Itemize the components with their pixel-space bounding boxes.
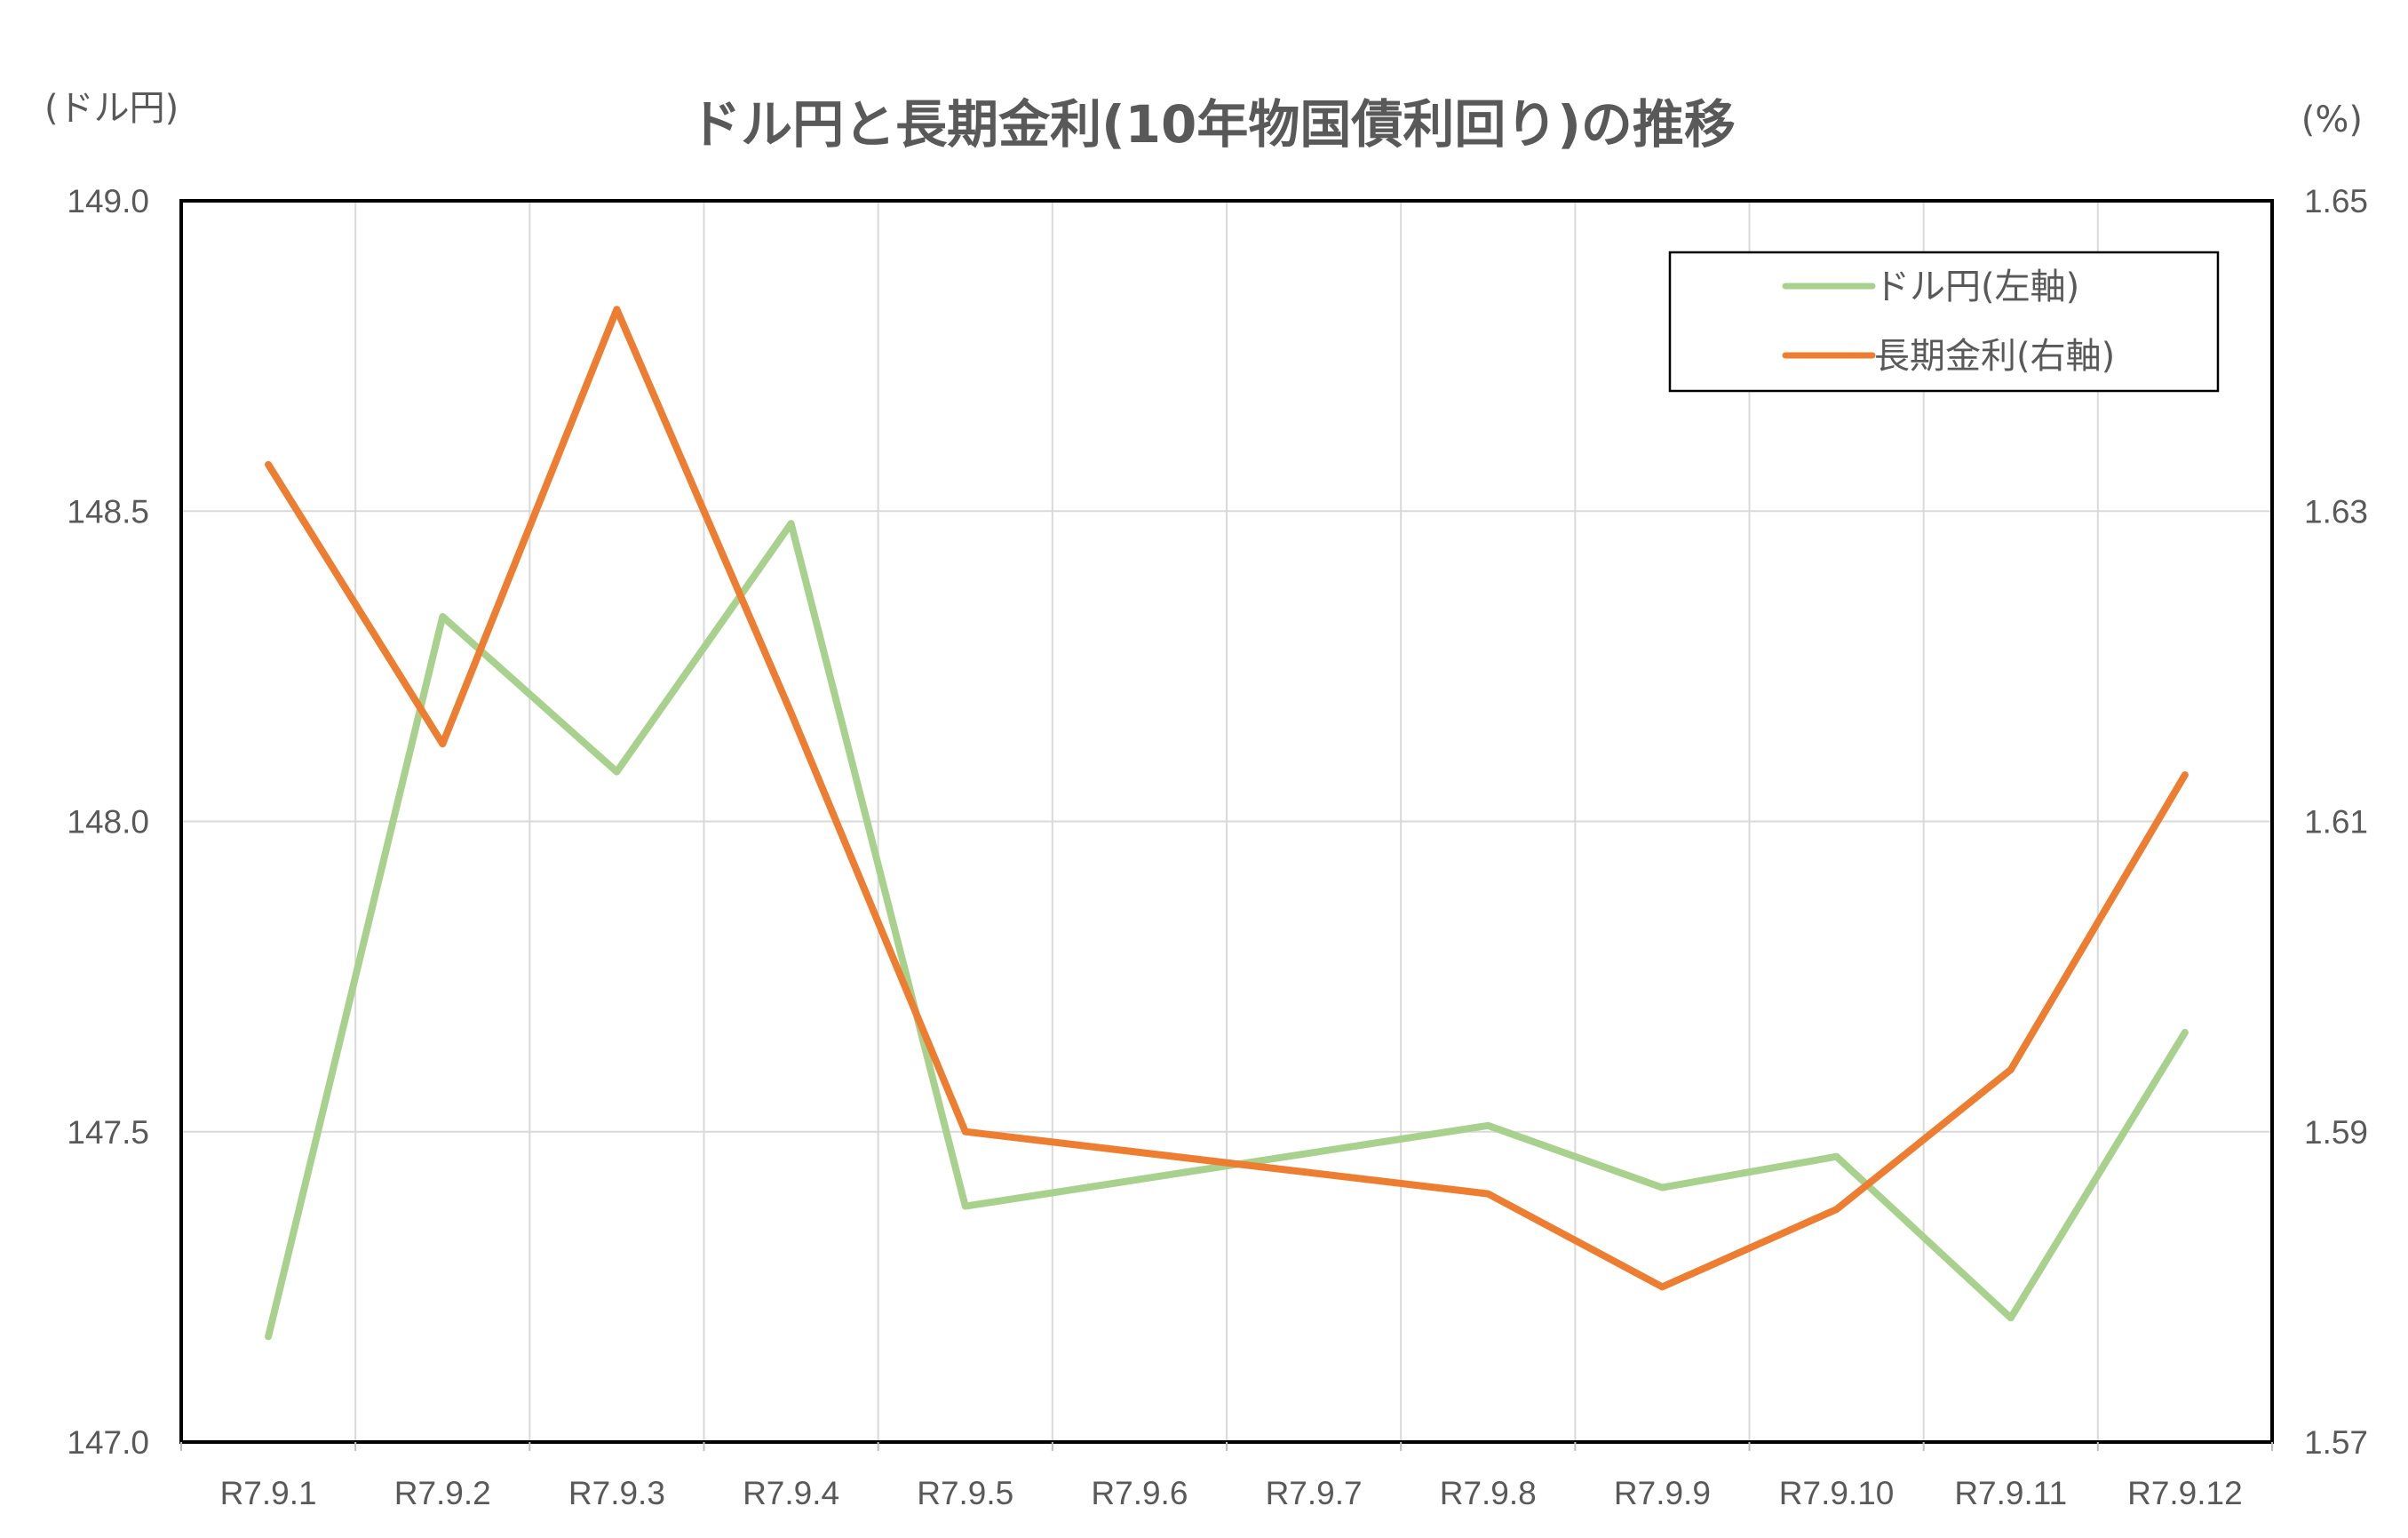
x-tick-label: R7.9.1 [220, 1475, 317, 1511]
x-tick-label: R7.9.2 [394, 1475, 491, 1511]
right-axis-ticks: 1.57 1.59 1.61 1.63 1.65 [2304, 183, 2368, 1461]
x-tick-label: R7.9.7 [1266, 1475, 1363, 1511]
x-tick-label: R7.9.3 [568, 1475, 665, 1511]
left-tick-label: 148.5 [67, 493, 149, 530]
right-tick-label: 1.63 [2304, 493, 2368, 530]
right-tick-label: 1.59 [2304, 1114, 2368, 1151]
legend-label-dollar-yen: ドル円(左軸) [1874, 267, 2079, 307]
x-tick-label: R7.9.4 [743, 1475, 839, 1511]
right-tick-label: 1.65 [2304, 183, 2368, 219]
left-axis-ticks: 147.0 147.5 148.0 148.5 149.0 [67, 183, 149, 1461]
x-tick-label: R7.9.5 [917, 1475, 1013, 1511]
x-tick-label: R7.9.8 [1440, 1475, 1537, 1511]
series-lines [265, 306, 2189, 1341]
left-tick-label: 147.0 [67, 1424, 149, 1461]
series-line-long-term-rate [265, 306, 2189, 1291]
chart-title: ドル円と長期金利(10年物国債利回り)の推移 [689, 94, 1736, 155]
right-axis-unit: (%) [2301, 100, 2363, 140]
right-tick-label: 1.57 [2304, 1424, 2368, 1461]
right-tick-label: 1.61 [2304, 804, 2368, 841]
x-axis-ticks: R7.9.1 R7.9.2 R7.9.3 R7.9.4 R7.9.5 R7.9.6 R7.9… [180, 1442, 2273, 1511]
x-tick-label: R7.9.6 [1091, 1475, 1188, 1511]
x-tick-label: R7.9.11 [1954, 1475, 2067, 1511]
left-tick-label: 147.5 [67, 1114, 149, 1151]
left-axis-unit: (ドル円) [44, 88, 179, 129]
x-tick-label: R7.9.9 [1614, 1475, 1711, 1511]
x-tick-label: R7.9.12 [2127, 1475, 2243, 1511]
legend-label-long-term-rate: 長期金利(右軸) [1874, 336, 2115, 377]
left-tick-label: 148.0 [67, 804, 149, 841]
legend: ドル円(左軸) 長期金利(右軸) [1668, 251, 2220, 393]
legend-box [1668, 251, 2220, 393]
left-tick-label: 149.0 [67, 183, 149, 219]
x-tick-label: R7.9.10 [1779, 1475, 1895, 1511]
